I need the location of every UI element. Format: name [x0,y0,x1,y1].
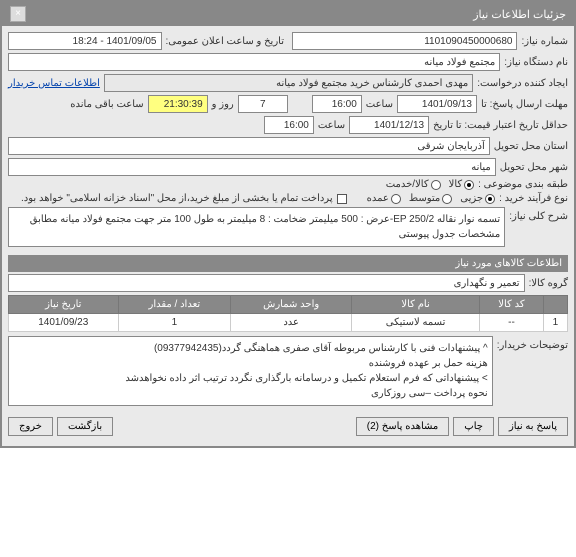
group-label: گروه کالا: [529,278,568,289]
buyer-notes-label: توضیحات خریدار: [497,336,568,351]
print-button[interactable]: چاپ [453,417,494,436]
validity-label: حداقل تاریخ اعتبار قیمت: تا تاریخ [433,120,568,131]
radio-dot-icon [442,194,452,204]
province-label: استان محل تحویل [494,141,568,152]
device-label: نام دستگاه نیاز: [504,57,568,68]
buy-type-radio-group: جزیی متوسط عمده [367,193,496,204]
cell-qty: 1 [118,314,231,332]
city-field: میانه [8,158,496,176]
content-area: شماره نیاز: 1101090450000680 تاریخ و ساع… [2,26,574,446]
province-field: آذربایجان شرقی [8,137,490,155]
radio-dot-icon [485,194,495,204]
pay-note-label: پرداخت تمام یا بخشی از مبلغ خرید،از محل … [21,193,333,204]
th-idx [543,296,567,314]
th-name: نام کالا [352,296,480,314]
remain-label: ساعت باقی مانده [70,99,143,110]
cell-unit: عدد [231,314,352,332]
remain-time-field: 21:30:39 [148,95,208,113]
details-window: جزئیات اطلاعات نیاز × شماره نیاز: 110109… [0,0,576,448]
cell-idx: 1 [543,314,567,332]
public-time-label: تاریخ و ساعت اعلان عمومی: [166,36,285,47]
note-line: ^ پیشنهادات فنی با کارشناس مربوطه آقای ص… [13,341,488,356]
buyer-notes-box: ^ پیشنهادات فنی با کارشناس مربوطه آقای ص… [8,336,493,406]
table-header-row: کد کالا نام کالا واحد شمارش تعداد / مقدا… [9,296,568,314]
radio-dot-icon [464,180,474,190]
back-button[interactable]: بازگشت [57,417,113,436]
exit-button[interactable]: خروج [8,417,53,436]
public-time-field: 1401/09/05 - 18:24 [8,32,162,50]
section-goods-header: اطلاعات کالاهای مورد نیاز [8,255,568,272]
sharh-box: تسمه نوار نقاله EP 250/2-عرض : 500 میلیم… [8,207,505,247]
group-field: تعمیر و نگهداری [8,274,525,292]
city-label: شهر محل تحویل [500,162,568,173]
sharh-label: شرح کلی نیاز: [509,207,568,222]
creator-field: مهدی احمدی کارشناس خرید مجتمع فولاد میان… [104,74,473,92]
buy-type-label: نوع فرآیند خرید : [499,193,568,204]
button-bar: پاسخ به نیاز چاپ مشاهده پاسخ (2) بازگشت … [8,413,568,440]
radio-khadamat[interactable]: کالا/خدمت [386,179,441,190]
device-field: مجتمع فولاد میانه [8,53,500,71]
th-code: کد کالا [479,296,543,314]
subject-group-label: طبقه بندی موضوعی : [478,179,568,190]
req-no-field: 1101090450000680 [292,32,517,50]
note-line: هزینه حمل بر عهده فروشنده [13,356,488,371]
close-icon[interactable]: × [10,6,26,22]
th-qty: تعداد / مقدار [118,296,231,314]
note-line: نحوه پرداخت –سی روزکاری [13,386,488,401]
rooz-label: روز و [212,99,234,110]
req-no-label: شماره نیاز: [521,36,568,47]
radio-kala[interactable]: کالا [449,179,475,190]
goods-table: کد کالا نام کالا واحد شمارش تعداد / مقدا… [8,295,568,332]
subject-radio-group: کالا کالا/خدمت [386,179,474,190]
cell-date: 1401/09/23 [9,314,119,332]
th-date: تاریخ نیاز [9,296,119,314]
radio-dot-icon [391,194,401,204]
view-answers-button[interactable]: مشاهده پاسخ (2) [356,417,450,436]
pay-checkbox[interactable] [337,194,347,204]
deadline-time-field: 16:00 [312,95,362,113]
reply-button[interactable]: پاسخ به نیاز [498,417,568,436]
saat-label-1: ساعت [366,99,393,110]
creator-label: ایجاد کننده درخواست: [477,78,568,89]
buyer-contact-link[interactable]: اطلاعات تماس خریدار [8,78,100,89]
window-title: جزئیات اطلاعات نیاز [473,8,566,21]
radio-dot-icon [431,180,441,190]
saat-label-2: ساعت [318,120,345,131]
radio-motavaset[interactable]: متوسط [409,193,452,204]
table-row[interactable]: 1 -- تسمه لاستیکی عدد 1 1401/09/23 [9,314,568,332]
deadline-label: مهلت ارسال پاسخ: تا [481,99,568,110]
radio-jozii[interactable]: جزیی [460,193,495,204]
note-line: > پیشنهاداتی که فرم استعلام تکمیل و درسا… [13,371,488,386]
cell-code: -- [479,314,543,332]
radio-omde[interactable]: عمده [367,193,401,204]
cell-name: تسمه لاستیکی [352,314,480,332]
deadline-date-field: 1401/09/13 [397,95,477,113]
validity-time-field: 16:00 [264,116,314,134]
titlebar: جزئیات اطلاعات نیاز × [2,2,574,26]
th-unit: واحد شمارش [231,296,352,314]
validity-date-field: 1401/12/13 [349,116,429,134]
remain-days-field: 7 [238,95,288,113]
